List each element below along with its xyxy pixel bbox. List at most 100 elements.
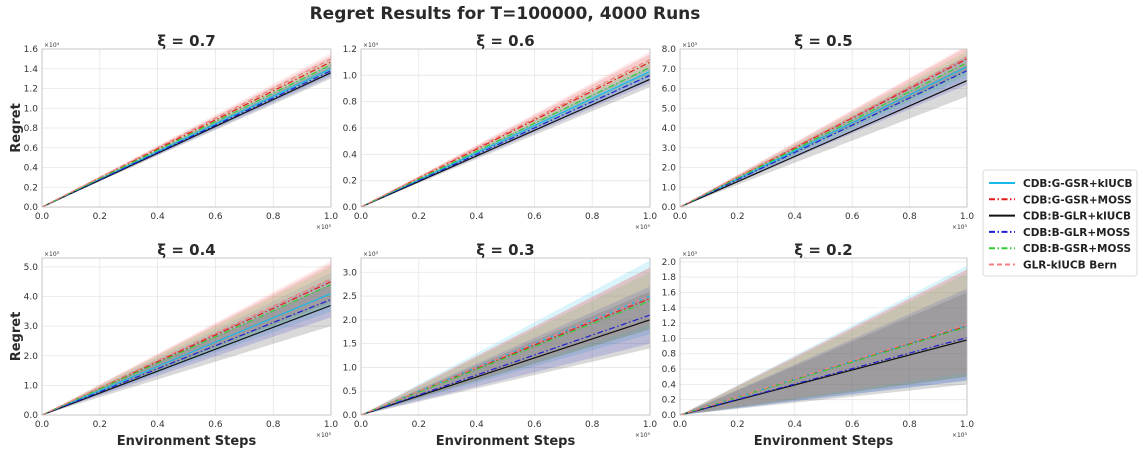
subplot-3: 0.0 0.2 0.4 0.6 0.8 1.0 0.0 1.0 2.0 3.0 4.0 5.0 6.0 7… bbox=[662, 32, 975, 231]
series-line-CDB:B-GSR+MOSS bbox=[361, 66, 650, 207]
legend-entry: CDB:G-GSR+MOSS bbox=[989, 194, 1132, 206]
x-tick-label: 1.0 bbox=[643, 420, 658, 430]
x-tick-label: 0.0 bbox=[354, 212, 369, 222]
y-tick-label: 3.0 bbox=[662, 144, 677, 154]
band-CDB:G-GSR+MOSS bbox=[42, 263, 331, 415]
band-CDB:G-GSR+klUCB bbox=[680, 265, 967, 415]
y-tick-label: 1.8 bbox=[662, 273, 677, 283]
band-CDB:G-GSR+klUCB bbox=[42, 272, 331, 415]
band-CDB:B-GLR+klUCB bbox=[680, 64, 967, 207]
series-lines bbox=[361, 58, 650, 207]
y-tick-label: 0.0 bbox=[343, 203, 358, 213]
series-line-CDB:B-GLR+MOSS bbox=[361, 74, 650, 207]
y-tick-label: 1.6 bbox=[662, 288, 677, 298]
x-axis-label: Environment Steps bbox=[117, 434, 257, 449]
x-tick-label: 0.8 bbox=[902, 420, 917, 430]
x-tick-label: 1.0 bbox=[960, 212, 975, 222]
subplot-title: ξ = 0.7 bbox=[157, 32, 215, 50]
legend-box bbox=[982, 169, 1138, 277]
plot-area bbox=[680, 258, 967, 415]
subplot-grid: 0.0 0.2 0.4 0.6 0.8 1.0 0.0 0.2 0.4 0.6 0.8 1.0 1.2 1… bbox=[9, 32, 974, 449]
y-tick-label: 8.0 bbox=[662, 45, 677, 55]
y-tick-label: 0.4 bbox=[662, 380, 677, 390]
plot-frame bbox=[41, 257, 332, 416]
series-line-CDB:B-GSR+MOSS bbox=[42, 64, 331, 207]
band-CDB:B-GLR+klUCB bbox=[361, 291, 650, 415]
y-axis-label: Regret bbox=[9, 103, 24, 153]
band-CDB:G-GSR+MOSS bbox=[680, 269, 967, 415]
series-line-CDB:B-GLR+MOSS bbox=[42, 70, 331, 207]
x-tick-label: 0.8 bbox=[266, 212, 281, 222]
series-lines bbox=[680, 56, 967, 207]
x-tick-label: 1.0 bbox=[324, 420, 339, 430]
band-CDB:G-GSR+MOSS bbox=[361, 267, 650, 415]
y-tick-label: 0.5 bbox=[343, 387, 357, 397]
band-CDB:B-GLR+MOSS bbox=[680, 288, 967, 415]
plot-frame bbox=[360, 48, 651, 208]
y-tick-label: 0.6 bbox=[662, 365, 677, 375]
series-line-CDB:B-GLR+MOSS bbox=[42, 298, 331, 415]
y-tick-label: 0.6 bbox=[24, 144, 39, 154]
series-lines bbox=[680, 324, 967, 415]
series-line-CDB:B-GLR+MOSS bbox=[680, 70, 967, 207]
x-tick-label: 0.0 bbox=[673, 212, 688, 222]
plot-area bbox=[42, 258, 331, 415]
plot-frame bbox=[679, 257, 968, 416]
x-tick-label: 0.2 bbox=[412, 212, 426, 222]
band-GLR-klUCB Bern bbox=[680, 269, 967, 415]
x-tick-label: 0.2 bbox=[730, 212, 744, 222]
x-tick-label: 1.0 bbox=[324, 212, 339, 222]
y-tick-label: 6.0 bbox=[662, 85, 677, 95]
plot-frame bbox=[360, 257, 651, 416]
x-tick-label: 0.0 bbox=[35, 420, 50, 430]
y-tick-label: 0.8 bbox=[24, 124, 39, 134]
y-tick-label: 1.0 bbox=[662, 183, 677, 193]
x-tick-label: 0.0 bbox=[673, 420, 688, 430]
band-CDB:B-GSR+MOSS bbox=[42, 266, 331, 415]
y-tick-label: 1.4 bbox=[24, 65, 39, 75]
y-tick-label: 1.5 bbox=[343, 340, 357, 350]
x-tick-label: 0.6 bbox=[527, 420, 542, 430]
y-axis-label: Regret bbox=[9, 312, 24, 362]
x-tick-label: 0.6 bbox=[527, 212, 542, 222]
x-tick-label: 0.2 bbox=[93, 420, 107, 430]
y-tick-label: 4.0 bbox=[662, 124, 677, 134]
confidence-bands bbox=[361, 260, 650, 415]
x-tick-label: 0.8 bbox=[266, 420, 281, 430]
series-lines bbox=[42, 278, 331, 415]
subplot-title: ξ = 0.2 bbox=[794, 241, 852, 259]
y-tick-label: 1.0 bbox=[24, 381, 39, 391]
y-tick-label: 0.0 bbox=[24, 411, 39, 421]
band-CDB:G-GSR+MOSS bbox=[680, 49, 967, 207]
y-tick-label: 2.0 bbox=[662, 258, 677, 268]
subplot-5: 0.0 0.2 0.4 0.6 0.8 1.0 0.0 0.5 1.0 1.5 2.0 2.5 3.0 ξ… bbox=[343, 241, 658, 449]
x-offset-label: ×10⁵ bbox=[316, 224, 332, 231]
y-tick-label: 2.0 bbox=[24, 352, 39, 362]
subplot-title: ξ = 0.5 bbox=[794, 32, 852, 50]
x-offset-label: ×10⁵ bbox=[316, 432, 332, 439]
band-CDB:B-GSR+MOSS bbox=[361, 272, 650, 415]
y-offset-label: ×10⁴ bbox=[44, 42, 60, 49]
subplot-title: ξ = 0.3 bbox=[476, 241, 534, 259]
series-line-CDB:B-GLR+MOSS bbox=[361, 314, 650, 415]
legend: CDB:G-GSR+klUCB CDB:G-GSR+MOSS CDB:B-GLR+k… bbox=[982, 169, 1138, 277]
series-line-CDB:B-GLR+klUCB bbox=[361, 319, 650, 415]
legend-entry: GLR-klUCB Bern bbox=[989, 260, 1117, 272]
series-line-CDB:B-GSR+MOSS bbox=[680, 62, 967, 207]
legend-entry: CDB:B-GLR+MOSS bbox=[989, 227, 1130, 239]
x-tick-label: 0.8 bbox=[585, 420, 600, 430]
band-GLR-klUCB Bern bbox=[42, 52, 331, 207]
x-tick-label: 0.4 bbox=[788, 212, 803, 222]
series-line-CDB:B-GSR+MOSS bbox=[361, 300, 650, 415]
y-tick-label: 0.2 bbox=[662, 396, 676, 406]
band-CDB:B-GLR+klUCB bbox=[680, 292, 967, 415]
x-offset-label: ×10⁵ bbox=[635, 432, 651, 439]
y-tick-label: 0.2 bbox=[24, 183, 38, 193]
band-GLR-klUCB Bern bbox=[361, 267, 650, 415]
legend-label: GLR-klUCB Bern bbox=[1023, 260, 1117, 272]
plot-frame bbox=[679, 48, 968, 208]
band-GLR-klUCB Bern bbox=[361, 51, 650, 207]
series-line-CDB:G-GSR+klUCB bbox=[42, 292, 331, 415]
x-tick-label: 1.0 bbox=[643, 212, 658, 222]
